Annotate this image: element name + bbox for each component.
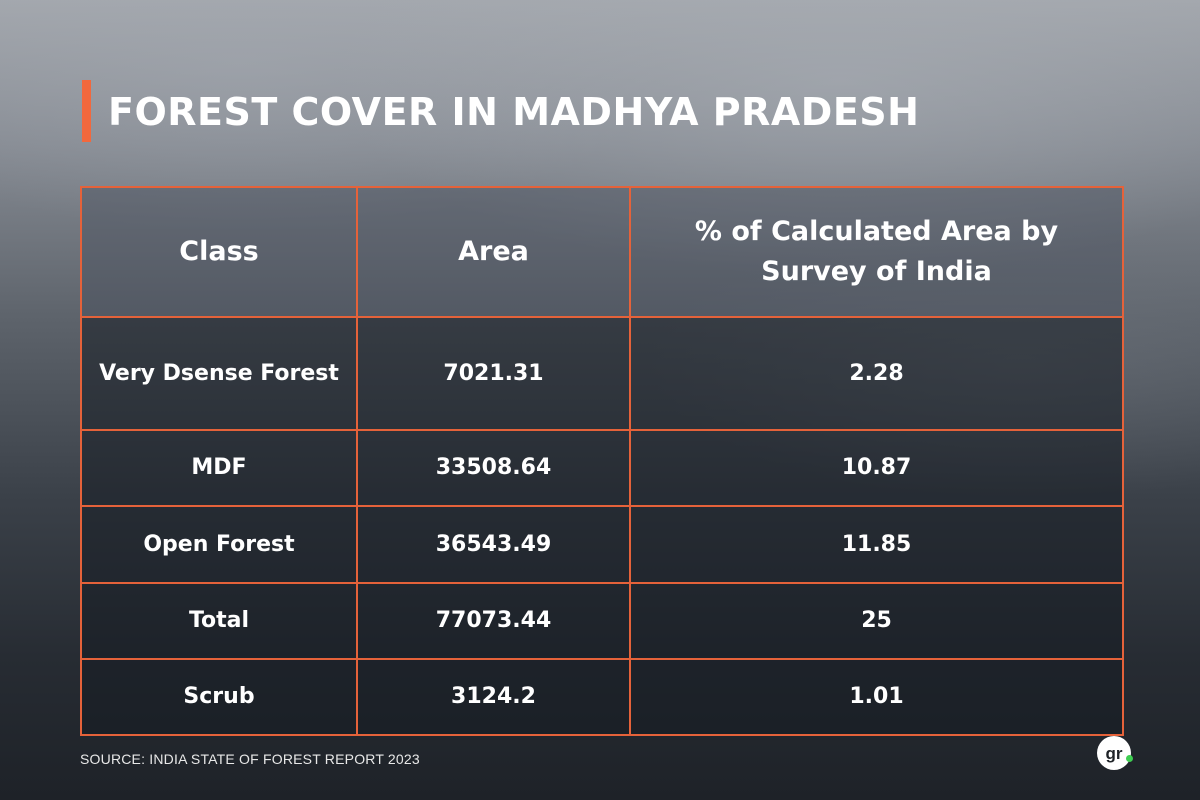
cell-class: Scrub [80,657,358,737]
cell-area: 77073.44 [356,581,631,660]
cell-percent: 1.01 [629,657,1124,737]
table-row: MDF 33508.64 10.87 [80,429,1124,508]
cell-percent: 2.28 [629,315,1124,432]
cell-class: Very Dsense Forest [80,315,358,432]
forest-cover-table: Class Area % of Calculated Area by Surve… [80,186,1124,737]
brand-logo: gr [1097,736,1133,770]
title-accent-bar [82,80,91,142]
column-header-class: Class [80,186,358,318]
table-row: Scrub 3124.2 1.01 [80,657,1124,737]
brand-logo-text: gr [1105,743,1123,763]
table-row: Very Dsense Forest 7021.31 2.28 [80,315,1124,432]
cell-class: MDF [80,429,358,508]
source-note: SOURCE: INDIA STATE OF FOREST REPORT 202… [80,751,420,767]
brand-logo-dot [1126,755,1133,762]
column-header-percent: % of Calculated Area by Survey of India [629,186,1124,318]
cell-area: 33508.64 [356,429,631,508]
table-row: Open Forest 36543.49 11.85 [80,505,1124,584]
cell-percent: 10.87 [629,429,1124,508]
table-row: Total 77073.44 25 [80,581,1124,660]
table-header-row: Class Area % of Calculated Area by Surve… [80,186,1124,318]
page-title: FOREST COVER IN MADHYA PRADESH [108,90,920,134]
cell-area: 7021.31 [356,315,631,432]
column-header-area: Area [356,186,631,318]
cell-area: 3124.2 [356,657,631,737]
cell-class: Open Forest [80,505,358,584]
cell-percent: 11.85 [629,505,1124,584]
cell-percent: 25 [629,581,1124,660]
cell-area: 36543.49 [356,505,631,584]
cell-class: Total [80,581,358,660]
